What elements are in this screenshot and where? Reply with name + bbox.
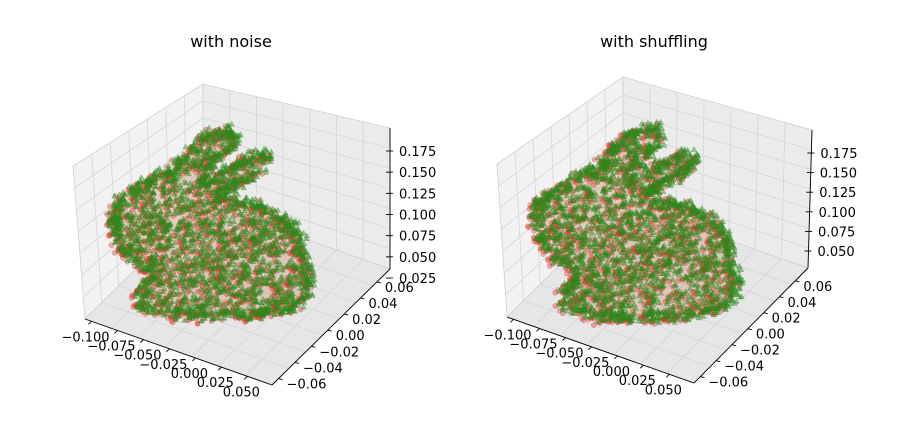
z-tick-label: 0.075 xyxy=(818,225,855,240)
y-tick-label: 0.02 xyxy=(772,312,801,327)
z-tick-label: 0.100 xyxy=(819,206,856,221)
y-tick-label: −0.02 xyxy=(740,344,780,359)
y-tick-label: 0.00 xyxy=(756,328,785,343)
y-tick-label: 0.06 xyxy=(385,281,414,296)
y-tick-label: 0.02 xyxy=(352,313,381,328)
y-tick-mark xyxy=(376,281,381,284)
x-tick-label: −0.025 xyxy=(139,358,187,373)
y-tick-label: −0.02 xyxy=(319,345,359,360)
chart-title: with shuffling xyxy=(600,32,708,51)
z-tick-label: 0.050 xyxy=(399,251,436,266)
x-tick-mark xyxy=(640,364,644,369)
x-tick-label: 0.025 xyxy=(197,376,234,391)
y-tick-label: 0.04 xyxy=(369,297,398,312)
red-point xyxy=(111,250,118,256)
y-tick-mark xyxy=(360,297,365,300)
z-tick-label: 0.125 xyxy=(399,187,436,202)
x-tick-mark xyxy=(218,366,222,371)
subplot-with-shuffling: with shuffling−0.100−0.075−0.050−0.0250.… xyxy=(483,32,857,398)
x-tick-label: 0.000 xyxy=(171,367,208,382)
y-tick-mark xyxy=(747,328,752,331)
x-tick-mark xyxy=(510,318,514,323)
x-tick-mark xyxy=(166,348,170,353)
x-tick-label: 0.050 xyxy=(223,385,260,400)
z-tick-label: 0.175 xyxy=(399,145,436,160)
x-tick-label: 0.050 xyxy=(645,383,682,398)
y-tick-mark xyxy=(779,296,784,299)
z-tick-label: 0.125 xyxy=(819,186,856,201)
bunny-point-cloud xyxy=(103,120,318,327)
y-tick-mark xyxy=(795,280,800,283)
y-tick-mark xyxy=(731,344,737,347)
x-tick-label: −0.075 xyxy=(87,339,135,354)
y-tick-mark xyxy=(344,313,349,316)
red-point xyxy=(241,319,248,325)
y-tick-mark xyxy=(294,362,300,364)
z-tick-label: 0.150 xyxy=(820,167,857,182)
x-tick-label: −0.100 xyxy=(61,330,109,345)
x-tick-mark xyxy=(562,337,566,341)
y-tick-label: 0.04 xyxy=(788,296,817,311)
x-tick-mark xyxy=(536,328,540,332)
z-tick-label: 0.100 xyxy=(399,209,436,224)
chart-title: with noise xyxy=(190,32,272,51)
y-tick-label: 0.06 xyxy=(803,280,832,295)
y-tick-label: −0.06 xyxy=(708,376,748,391)
z-tick-label: 0.150 xyxy=(399,166,436,181)
x-tick-mark xyxy=(666,373,670,378)
x-tick-mark xyxy=(114,330,118,334)
y-tick-mark xyxy=(700,376,705,379)
x-tick-mark xyxy=(244,375,248,380)
subplot-with-noise: with noise−0.100−0.075−0.050−0.0250.0000… xyxy=(61,32,436,400)
x-tick-mark xyxy=(88,320,92,325)
axis-lines xyxy=(84,128,391,386)
y-tick-mark xyxy=(763,312,768,315)
z-tick-label: 0.175 xyxy=(820,147,857,162)
x-tick-mark xyxy=(140,339,144,343)
y-tick-mark xyxy=(278,378,283,380)
x-tick-mark xyxy=(588,346,592,351)
y-tick-label: −0.06 xyxy=(287,378,327,393)
x-tick-mark xyxy=(614,355,618,360)
z-tick-label: 0.025 xyxy=(399,272,436,287)
y-tick-label: −0.04 xyxy=(303,361,343,376)
y-tick-label: 0.00 xyxy=(336,329,365,344)
x-tick-label: −0.050 xyxy=(113,349,161,364)
x-tick-mark xyxy=(192,357,196,362)
y-tick-mark xyxy=(327,329,332,332)
z-tick-label: 0.050 xyxy=(817,245,854,260)
z-tick-label: 0.075 xyxy=(399,230,436,245)
y-tick-mark xyxy=(716,360,721,363)
y-tick-mark xyxy=(311,345,316,348)
y-tick-label: −0.04 xyxy=(724,360,764,375)
